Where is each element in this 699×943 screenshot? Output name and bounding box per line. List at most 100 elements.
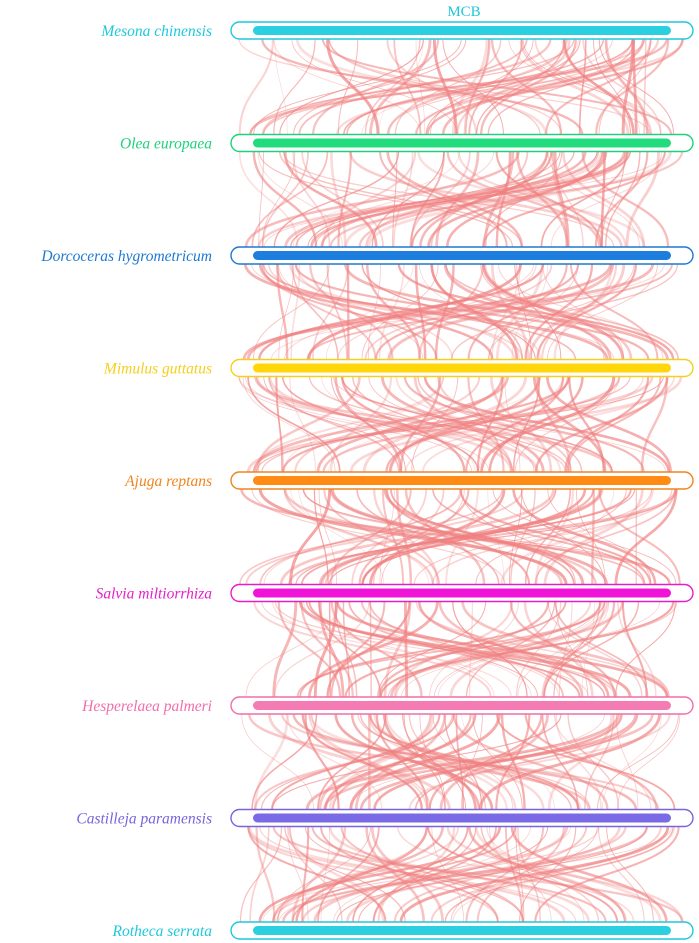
- synteny-link: [568, 376, 605, 473]
- synteny-link: [298, 601, 632, 698]
- synteny-link: [245, 488, 524, 585]
- synteny-link: [238, 151, 299, 248]
- synteny-link: [292, 151, 460, 248]
- synteny-link: [291, 263, 339, 360]
- synteny-link: [253, 38, 462, 135]
- synteny-link: [341, 376, 613, 473]
- synteny-link: [313, 488, 329, 585]
- synteny-link: [241, 713, 314, 810]
- chromosome-bar: [253, 138, 671, 148]
- synteny-link: [283, 376, 444, 473]
- block-title: MCB: [447, 4, 480, 20]
- synteny-link: [261, 151, 296, 248]
- synteny-link: [336, 601, 669, 698]
- synteny-link: [341, 376, 466, 473]
- synteny-link: [312, 263, 349, 360]
- synteny-link: [461, 713, 555, 810]
- synteny-link: [593, 38, 631, 135]
- synteny-link: [465, 38, 490, 135]
- species-label: Dorcoceras hygrometricum: [40, 248, 212, 265]
- synteny-link: [482, 151, 563, 248]
- synteny-link: [301, 826, 310, 923]
- synteny-link: [254, 376, 613, 473]
- synteny-link: [361, 488, 587, 585]
- synteny-link: [543, 601, 640, 698]
- synteny-link: [306, 263, 673, 360]
- synteny-link: [283, 151, 378, 248]
- synteny-link: [564, 376, 650, 473]
- synteny-link: [291, 826, 347, 923]
- synteny-link: [595, 38, 670, 135]
- synteny-link: [308, 376, 570, 473]
- synteny-link: [474, 826, 662, 923]
- synteny-link: [482, 151, 666, 248]
- synteny-link: [318, 488, 338, 585]
- synteny-link: [368, 601, 564, 698]
- synteny-link: [492, 488, 677, 585]
- synteny-link: [415, 38, 426, 135]
- synteny-link: [416, 38, 634, 135]
- synteny-link: [521, 488, 605, 585]
- synteny-link: [509, 601, 616, 698]
- synteny-link: [332, 376, 666, 473]
- synteny-link: [480, 376, 616, 473]
- synteny-link: [617, 713, 681, 810]
- synteny-link: [417, 376, 583, 473]
- synteny-link: [452, 713, 609, 810]
- synteny-link: [495, 263, 544, 360]
- synteny-link: [254, 713, 454, 810]
- synteny-link: [467, 826, 627, 923]
- synteny-link: [277, 601, 342, 698]
- synteny-link: [276, 263, 289, 360]
- synteny-link: [578, 38, 587, 135]
- synteny-link: [249, 38, 668, 135]
- synteny-link: [284, 263, 535, 360]
- synteny-link: [253, 376, 445, 473]
- synteny-link: [386, 38, 478, 135]
- synteny-link: [481, 826, 585, 923]
- synteny-link: [383, 601, 412, 698]
- synteny-link: [445, 151, 605, 248]
- synteny-link: [367, 263, 381, 360]
- synteny-link: [380, 376, 545, 473]
- synteny-link: [487, 488, 505, 585]
- synteny-link: [621, 601, 648, 698]
- synteny-link: [481, 263, 625, 360]
- synteny-link: [378, 38, 424, 135]
- synteny-link: [582, 38, 662, 135]
- synteny-link: [399, 826, 670, 923]
- synteny-link: [271, 601, 512, 698]
- synteny-link: [275, 263, 377, 360]
- synteny-link: [385, 713, 517, 810]
- synteny-link: [247, 826, 499, 923]
- synteny-link: [365, 826, 425, 923]
- synteny-link: [558, 601, 573, 698]
- synteny-link: [344, 263, 669, 360]
- synteny-link: [337, 38, 359, 135]
- synteny-link: [278, 151, 523, 248]
- synteny-link: [251, 713, 318, 810]
- synteny-link: [345, 826, 621, 923]
- synteny-link: [372, 826, 477, 923]
- synteny-link: [334, 376, 403, 473]
- synteny-link: [547, 151, 640, 248]
- synteny-link: [553, 151, 570, 248]
- synteny-link: [604, 151, 641, 248]
- synteny-link: [515, 151, 569, 248]
- chromosome-bar: [253, 363, 671, 373]
- synteny-link: [356, 488, 500, 585]
- synteny-link: [318, 713, 433, 810]
- synteny-link: [395, 376, 562, 473]
- synteny-link: [308, 601, 439, 698]
- synteny-link: [600, 151, 606, 248]
- chromosome-bar: [253, 926, 671, 935]
- synteny-link: [602, 713, 662, 810]
- synteny-link: [413, 488, 653, 585]
- synteny-link: [372, 826, 498, 923]
- synteny-link: [311, 826, 607, 923]
- synteny-link: [402, 713, 467, 810]
- synteny-link: [508, 38, 662, 135]
- synteny-link: [258, 826, 577, 923]
- synteny-link: [393, 38, 422, 135]
